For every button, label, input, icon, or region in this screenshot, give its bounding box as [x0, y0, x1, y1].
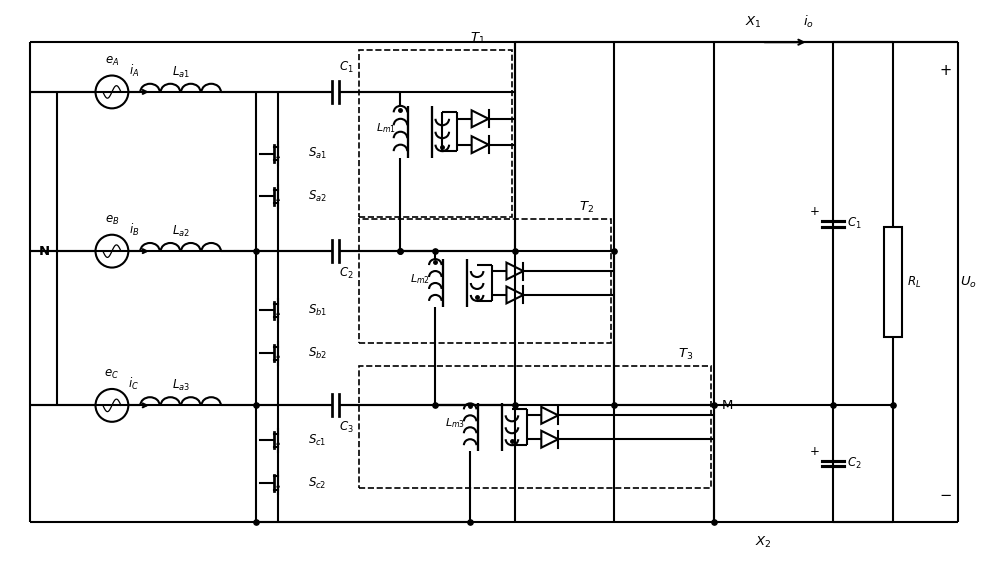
Text: $X_2$: $X_2$: [755, 535, 772, 550]
Text: $U_o$: $U_o$: [960, 274, 977, 289]
Text: $L_{m1}$: $L_{m1}$: [376, 121, 396, 135]
Text: $T_2$: $T_2$: [579, 200, 594, 215]
Polygon shape: [541, 431, 558, 448]
Text: $C_2$: $C_2$: [847, 456, 862, 471]
Text: $C_1$: $C_1$: [847, 216, 862, 231]
Bar: [359, 219, 611, 343]
Text: $S_{a1}$: $S_{a1}$: [308, 146, 327, 161]
Text: $T_3$: $T_3$: [678, 347, 694, 362]
Text: M: M: [722, 399, 733, 412]
Text: $X_1$: $X_1$: [745, 15, 762, 30]
Polygon shape: [506, 287, 523, 304]
Text: $S_{c2}$: $S_{c2}$: [308, 475, 326, 490]
Text: $+$: $+$: [939, 62, 952, 77]
Text: $L_{a3}$: $L_{a3}$: [172, 378, 190, 393]
Text: $i_C$: $i_C$: [128, 376, 139, 393]
Text: $R_L$: $R_L$: [907, 274, 921, 289]
Text: $e_B$: $e_B$: [105, 214, 119, 227]
Polygon shape: [472, 136, 489, 153]
Text: $L_{m3}$: $L_{m3}$: [445, 416, 465, 430]
Text: $-$: $-$: [939, 486, 952, 502]
Text: $+$: $+$: [809, 205, 819, 218]
Text: $S_{c1}$: $S_{c1}$: [308, 433, 326, 448]
Text: $L_{a1}$: $L_{a1}$: [172, 65, 190, 80]
Text: $S_{a2}$: $S_{a2}$: [308, 189, 327, 204]
Text: $S_{b2}$: $S_{b2}$: [308, 346, 327, 361]
Polygon shape: [472, 111, 489, 127]
Bar: [884, 227, 902, 337]
Bar: [359, 50, 512, 217]
Bar: [359, 366, 711, 488]
Polygon shape: [506, 263, 523, 279]
Text: $C_2$: $C_2$: [339, 266, 353, 281]
Text: $L_{m2}$: $L_{m2}$: [410, 272, 430, 286]
Text: $C_1$: $C_1$: [339, 60, 353, 75]
Text: $+$: $+$: [809, 445, 819, 458]
Text: $S_{b1}$: $S_{b1}$: [308, 303, 327, 318]
Text: $C_3$: $C_3$: [339, 420, 354, 435]
Text: $i_o$: $i_o$: [803, 14, 814, 30]
Text: N: N: [39, 245, 50, 257]
Text: $i_B$: $i_B$: [129, 222, 139, 238]
Text: $i_A$: $i_A$: [129, 63, 139, 79]
Polygon shape: [541, 407, 558, 424]
Text: $e_A$: $e_A$: [105, 55, 119, 68]
Text: $T_1$: $T_1$: [470, 31, 485, 46]
Text: $e_C$: $e_C$: [104, 369, 119, 381]
Text: $L_{a2}$: $L_{a2}$: [172, 224, 190, 239]
